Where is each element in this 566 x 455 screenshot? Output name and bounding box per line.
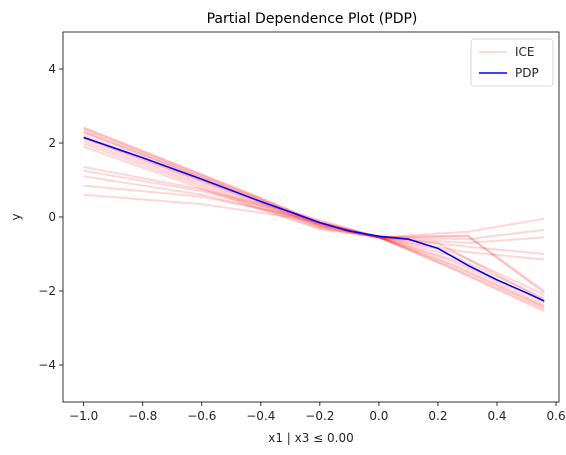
x-tick-label: −0.4 bbox=[246, 409, 275, 423]
x-tick-label: −0.2 bbox=[305, 409, 334, 423]
legend: ICE PDP bbox=[470, 38, 554, 87]
y-tick-label: −2 bbox=[38, 284, 56, 298]
legend-ice-label: ICE bbox=[515, 45, 535, 59]
ice-line-15 bbox=[83, 193, 545, 241]
ice-line-7 bbox=[83, 142, 545, 300]
pdp-line bbox=[83, 136, 545, 302]
legend-pdp-label: PDP bbox=[515, 66, 539, 80]
ice-line-13 bbox=[83, 169, 545, 244]
y-axis-label: y bbox=[9, 213, 23, 220]
ice-line-12 bbox=[83, 166, 545, 255]
ice-line-1 bbox=[83, 126, 545, 313]
y-tick-label: 0 bbox=[48, 210, 56, 224]
ice-line-8 bbox=[83, 145, 545, 296]
ice-line-14 bbox=[83, 184, 545, 239]
pdp-series-line bbox=[83, 136, 545, 302]
x-tick-label: 0.6 bbox=[547, 409, 566, 423]
ice-lines bbox=[83, 126, 545, 313]
x-tick-label: 0.2 bbox=[428, 409, 447, 423]
x-axis-label: x1 | x3 ≤ 0.00 bbox=[268, 431, 354, 445]
x-tick-label: 0.4 bbox=[487, 409, 506, 423]
y-axis: −4 −2 0 2 4 bbox=[38, 62, 63, 372]
x-tick-label: 0.0 bbox=[369, 409, 388, 423]
ice-line-6 bbox=[83, 140, 545, 304]
y-tick-label: 2 bbox=[48, 136, 56, 150]
chart-title: Partial Dependence Plot (PDP) bbox=[207, 11, 418, 27]
legend-box bbox=[470, 38, 554, 87]
x-tick-label: −1.0 bbox=[69, 409, 98, 423]
x-tick-label: −0.8 bbox=[128, 409, 157, 423]
x-axis: −1.0 −0.8 −0.6 −0.4 −0.2 0.0 0.2 0.4 0.6 bbox=[69, 402, 566, 423]
x-tick-label: −0.6 bbox=[187, 409, 216, 423]
y-tick-label: −4 bbox=[38, 358, 56, 372]
y-tick-label: 4 bbox=[48, 62, 56, 76]
